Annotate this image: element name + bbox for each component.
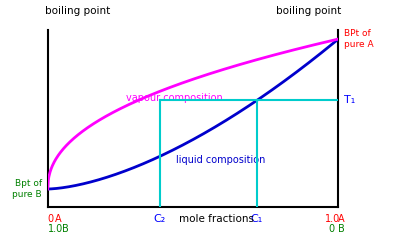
Text: C₁: C₁: [251, 214, 263, 224]
Text: B: B: [62, 224, 68, 234]
Text: boiling point: boiling point: [276, 6, 341, 16]
Text: A: A: [55, 214, 62, 224]
Text: Bpt of
pure B: Bpt of pure B: [12, 179, 42, 199]
Text: boiling point: boiling point: [45, 6, 110, 16]
Text: A: A: [338, 214, 344, 224]
Text: BPt of
pure A: BPt of pure A: [344, 29, 374, 49]
Text: T₁: T₁: [344, 95, 355, 105]
Text: 1.0: 1.0: [48, 224, 63, 234]
Text: mole fractions: mole fractions: [179, 214, 254, 224]
Text: B: B: [338, 224, 344, 234]
Text: vapour composition: vapour composition: [126, 93, 223, 103]
Text: 0: 0: [328, 224, 334, 234]
Text: C₂: C₂: [154, 214, 166, 224]
Text: liquid composition: liquid composition: [176, 155, 265, 165]
Text: 1.0: 1.0: [325, 214, 340, 224]
Text: 0: 0: [48, 214, 54, 224]
